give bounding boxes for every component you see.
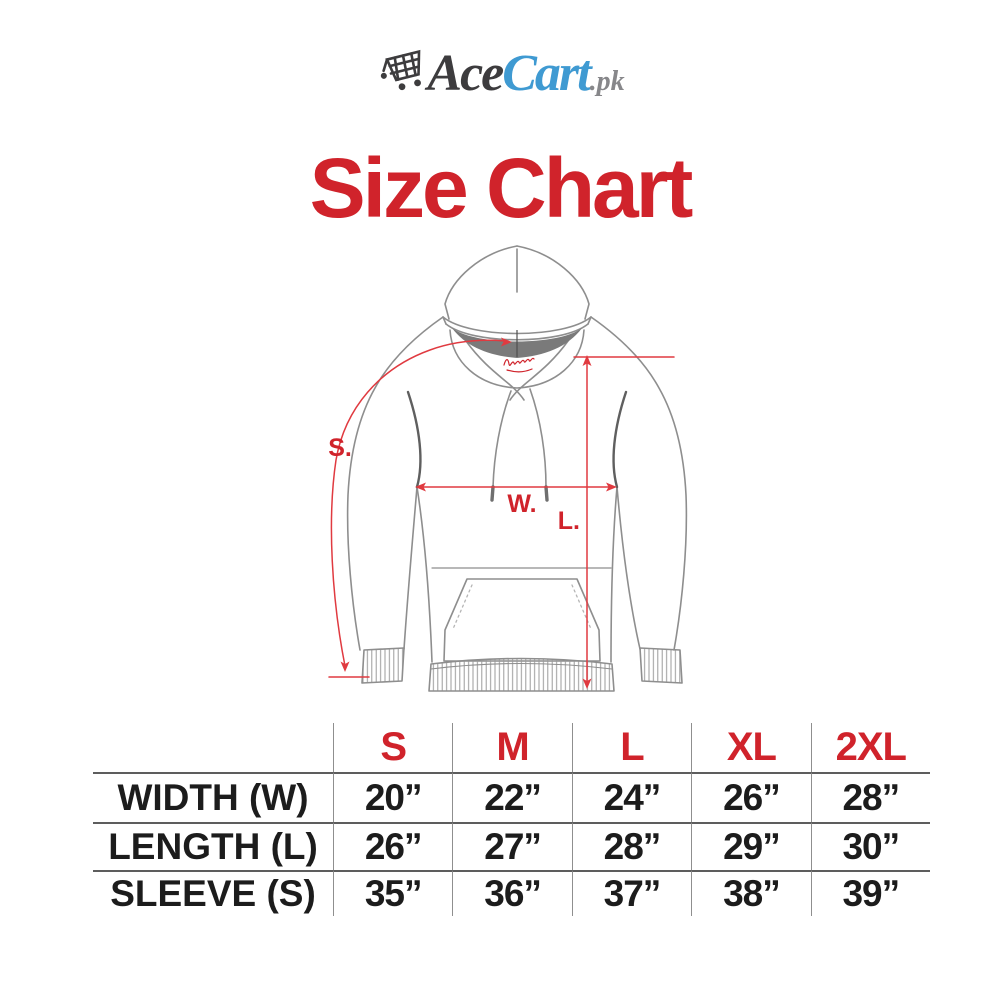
- length-label: L.: [558, 507, 580, 535]
- brand-name-prefix: Ace: [427, 45, 504, 102]
- size-value-cell: 20”: [333, 772, 453, 822]
- size-value-cell: 39”: [810, 870, 930, 916]
- drawstring-left: [492, 390, 512, 488]
- brand-logo: AceCart.pk: [0, 44, 1000, 103]
- size-value-cell: 28”: [571, 822, 692, 870]
- measurement-lines: [328, 339, 675, 687]
- width-label: W.: [507, 490, 536, 518]
- size-column-header: L: [571, 723, 691, 772]
- sleeve-measure-line: [330, 339, 506, 667]
- sleeve-left-outer: [346, 316, 444, 651]
- drawstring-aglets: [490, 485, 549, 502]
- size-table: S M L XL 2XL WIDTH (W) 20” 22” 24” 26” 2…: [93, 723, 930, 916]
- drawstring-right: [529, 388, 547, 488]
- kangaroo-pocket: [443, 578, 601, 662]
- hoodie-diagram: S. W. L.: [328, 245, 688, 692]
- size-value-cell: 26”: [691, 772, 811, 822]
- brand-tld: .pk: [589, 66, 625, 97]
- body-left: [416, 486, 433, 663]
- size-column-header: 2XL: [810, 723, 930, 772]
- raglan-seams: [406, 390, 628, 489]
- size-value-cell: 28”: [810, 772, 930, 822]
- hem-ribbing: [428, 657, 615, 692]
- hoodie-outline: [346, 245, 688, 692]
- size-value-cell: 24”: [571, 772, 692, 822]
- shopping-cart-icon: [381, 49, 422, 91]
- sleeve-left-inner: [403, 486, 418, 650]
- corner-cell: [93, 723, 333, 772]
- size-column-header: S: [333, 723, 452, 772]
- size-value-cell: 36”: [452, 870, 572, 916]
- size-column-header: M: [452, 723, 571, 772]
- measurement-arrowheads: [340, 337, 617, 689]
- sleeve-right-inner: [616, 486, 641, 650]
- size-value-cell: 26”: [333, 822, 453, 870]
- measurement-labels: S. W. L.: [328, 434, 580, 535]
- vneck-right: [509, 340, 569, 401]
- sleeve-label: S.: [328, 434, 352, 462]
- page-title: Size Chart: [309, 141, 694, 235]
- size-value-cell: 27”: [452, 822, 572, 870]
- vneck-left: [465, 340, 525, 401]
- size-value-cell: 35”: [333, 870, 453, 916]
- size-value-cell: 29”: [691, 822, 811, 870]
- size-value-cell: 22”: [452, 772, 572, 822]
- cuff-right: [639, 647, 683, 684]
- sleeve-right-outer: [590, 316, 688, 651]
- brand-signature-scribble: [503, 357, 535, 373]
- row-label-length: LENGTH (L): [93, 822, 333, 870]
- row-label-width: WIDTH (W): [93, 772, 333, 822]
- size-value-cell: 38”: [691, 870, 811, 916]
- size-column-header: XL: [691, 723, 810, 772]
- hood-left-edge: [444, 245, 518, 320]
- hood-right-edge: [516, 245, 590, 320]
- pocket-stitching: [452, 584, 592, 630]
- row-label-sleeve: SLEEVE (S): [93, 870, 333, 916]
- body-right: [610, 486, 618, 663]
- size-value-cell: 37”: [571, 870, 692, 916]
- brand-name-suffix: Cart: [502, 45, 591, 102]
- cuff-left: [361, 647, 405, 684]
- size-value-cell: 30”: [810, 822, 930, 870]
